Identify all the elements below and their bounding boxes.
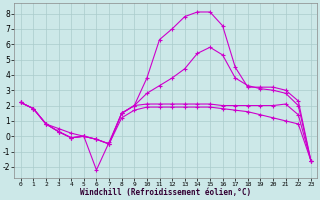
X-axis label: Windchill (Refroidissement éolien,°C): Windchill (Refroidissement éolien,°C) xyxy=(80,188,252,197)
